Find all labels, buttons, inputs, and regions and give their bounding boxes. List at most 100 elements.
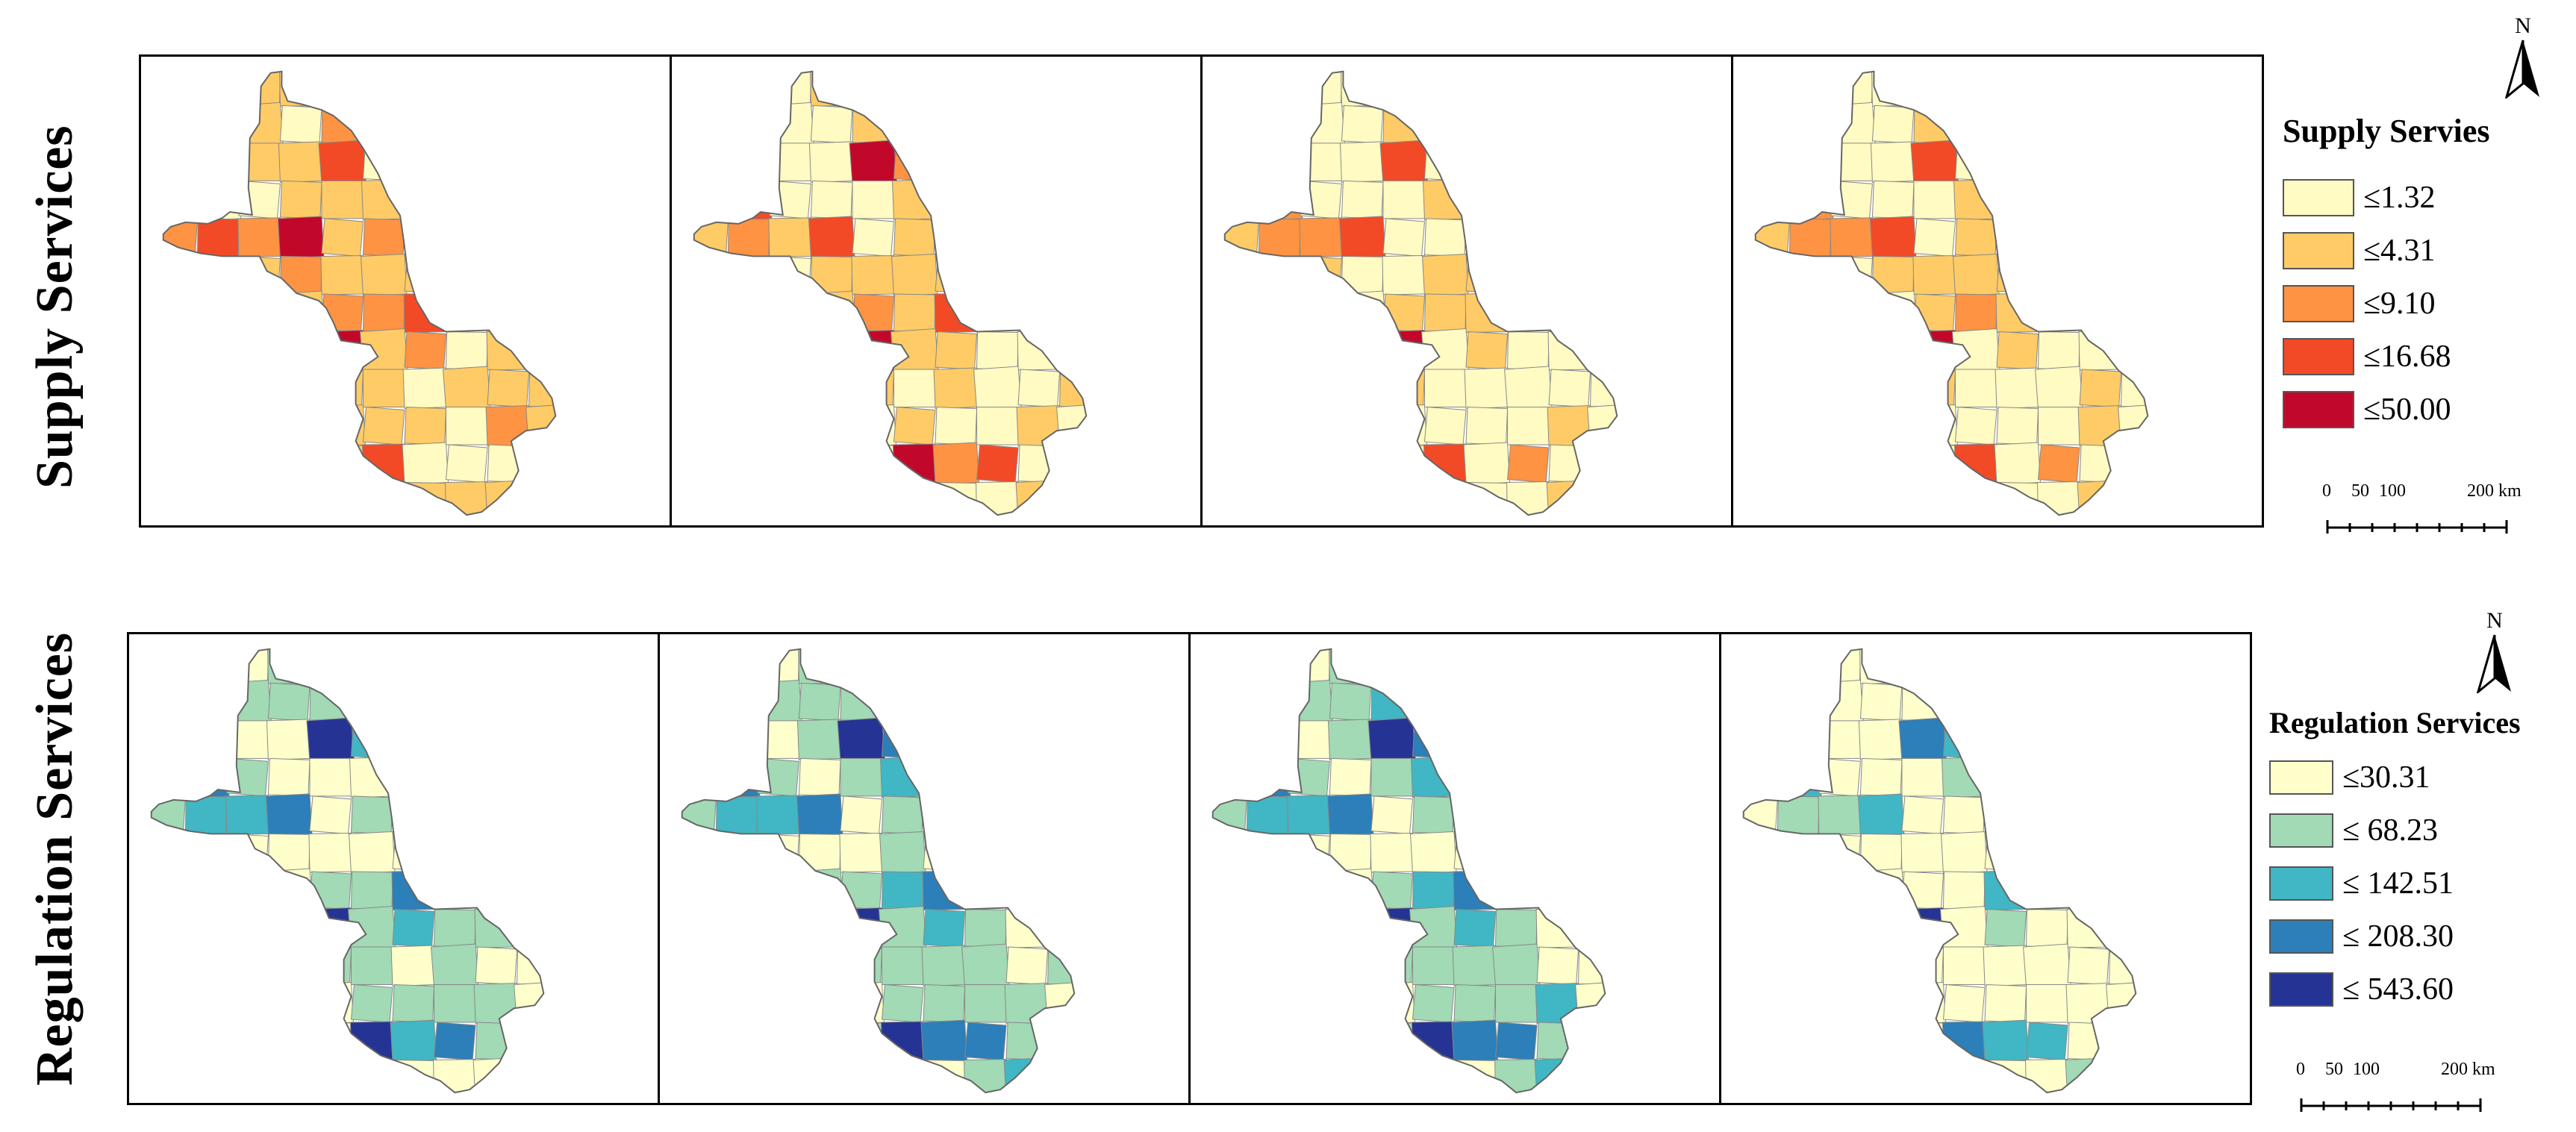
legend-swatch: [2283, 232, 2354, 269]
county-region: [1005, 1022, 1049, 1061]
county-region: [267, 682, 311, 722]
scale-bar-2: 0 50 100 200 km: [2292, 1060, 2516, 1127]
county-region: [278, 141, 324, 183]
county-region: [1423, 369, 1467, 408]
county-region: [2026, 908, 2068, 948]
county-region: [2067, 1022, 2110, 1061]
county-region: [360, 253, 408, 297]
county-region: [769, 180, 811, 219]
county-region: [1258, 218, 1301, 257]
county-region: [390, 945, 437, 987]
county-region: [350, 946, 393, 986]
county-region: [526, 404, 556, 448]
county-region: [1338, 216, 1386, 259]
county-region: [1996, 331, 2039, 370]
county-region: [2079, 444, 2122, 484]
county-region: [1451, 1019, 1499, 1063]
county-region: [2109, 946, 2136, 986]
county-region: [1056, 404, 1087, 448]
map-svg: [1223, 70, 1618, 516]
county-region: [1329, 757, 1372, 797]
county-region: [976, 407, 1019, 445]
county-region: [362, 406, 405, 445]
county-region: [891, 253, 938, 297]
county-region: [404, 482, 447, 516]
county-region: [1995, 367, 2041, 410]
county-region: [1409, 905, 1458, 951]
county-region: [308, 907, 353, 949]
county-region: [769, 143, 811, 181]
county-region: [840, 795, 883, 834]
county-region: [1003, 1057, 1051, 1093]
county-region: [810, 255, 853, 295]
legend-label: ≤16.68: [2363, 340, 2451, 374]
county-region: [2106, 981, 2136, 1026]
legend-label: ≤4.31: [2363, 234, 2436, 268]
county-region: [1409, 831, 1457, 875]
county-region: [306, 717, 355, 762]
county-region: [446, 331, 488, 370]
county-region: [1984, 984, 2027, 1023]
county-region: [196, 218, 240, 257]
scale-label-50: 50: [2351, 481, 2369, 501]
county-region: [1535, 983, 1581, 1025]
county-region: [797, 648, 842, 684]
county-region: [976, 331, 1019, 370]
county-region: [881, 795, 924, 834]
county-region: [184, 795, 228, 834]
county-region: [2067, 946, 2110, 986]
county-region: [920, 1019, 968, 1063]
regulation-map-3: [1188, 632, 1721, 1105]
province-outline: [162, 70, 557, 516]
county-region: [881, 871, 924, 910]
county-region: [1871, 255, 1915, 295]
county-region: [1951, 328, 2000, 373]
county-region: [402, 367, 449, 410]
county-region: [1423, 218, 1467, 257]
county-region: [278, 71, 323, 107]
county-region: [808, 141, 855, 183]
county-region: [798, 833, 841, 872]
county-region: [473, 983, 520, 1025]
county-region: [893, 218, 936, 257]
county-region: [1587, 404, 1618, 448]
county-region: [810, 180, 853, 219]
county-region: [796, 719, 843, 760]
county-region: [1900, 907, 1945, 949]
county-region: [277, 216, 325, 259]
province-outline: [693, 70, 1088, 516]
county-region: [182, 755, 230, 799]
county-region: [1818, 757, 1861, 797]
county-region: [1901, 1022, 1944, 1061]
county-region: [266, 719, 312, 760]
county-region: [1984, 908, 2027, 948]
county-region: [391, 870, 436, 910]
county-region: [349, 1021, 394, 1062]
county-region: [1256, 178, 1303, 222]
county-region: [1246, 795, 1289, 834]
county-region: [1942, 946, 1986, 986]
county-region: [1420, 328, 1470, 373]
county-region: [1901, 946, 1944, 986]
county-region: [226, 648, 269, 684]
county-region: [798, 682, 841, 722]
county-region: [319, 329, 365, 372]
map-svg: [1742, 648, 2137, 1094]
county-region: [279, 104, 322, 144]
county-region: [850, 329, 896, 372]
county-region: [226, 720, 269, 759]
county-region: [1411, 1021, 1456, 1062]
county-region: [935, 407, 978, 445]
county-region: [713, 755, 761, 799]
county-region: [1547, 405, 1593, 447]
county-region: [434, 984, 476, 1023]
county-region: [1830, 217, 1874, 257]
county-region: [1548, 444, 1591, 484]
county-region: [1830, 71, 1873, 106]
supply-legend: Supply Servies ≤1.32 ≤4.31 ≤9.10 ≤16.68 …: [2283, 112, 2490, 439]
county-region: [1575, 981, 1606, 1026]
county-region: [347, 905, 396, 951]
county-region: [1942, 795, 1986, 834]
map-svg: [162, 70, 557, 516]
county-region: [1870, 141, 1916, 183]
